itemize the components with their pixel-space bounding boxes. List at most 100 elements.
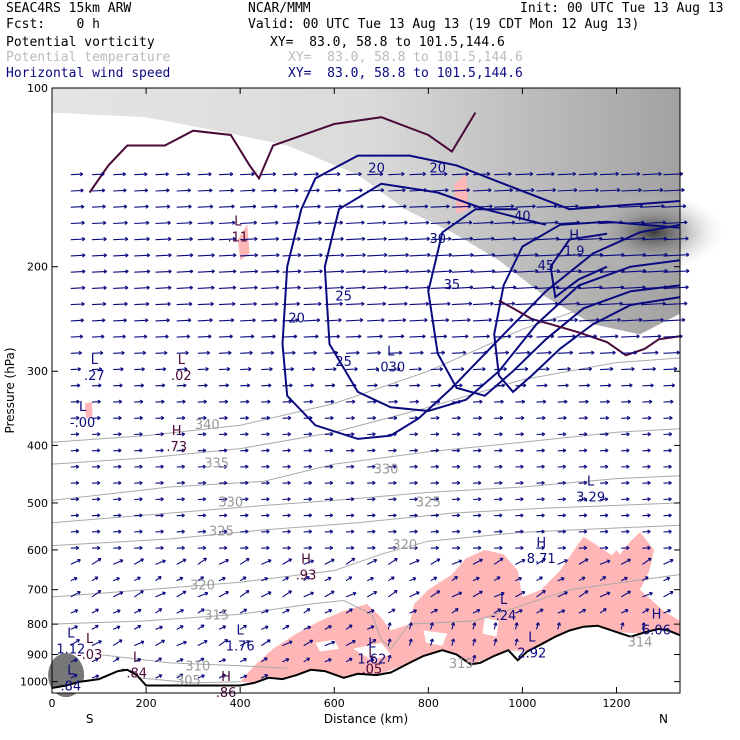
wind-vector-head [351, 557, 356, 562]
wind-vector-head [583, 464, 588, 469]
wind-vector-head [631, 366, 635, 372]
wind-vector-438 [345, 608, 353, 614]
wind-vector-shaft [282, 286, 301, 289]
wind-vector-head [253, 220, 258, 225]
wind-vector-head [441, 350, 446, 355]
wind-vector-282 [239, 624, 247, 630]
wind-vector-623 [472, 638, 477, 646]
wind-vector-41 [91, 318, 106, 323]
wind-vector-head [606, 559, 611, 564]
wind-vector-shaft [472, 270, 496, 273]
wind-vector-shaft [91, 590, 102, 598]
wind-vector-shaft [451, 352, 467, 354]
wind-vector-305 [261, 480, 270, 486]
wind-vector-head [541, 497, 545, 502]
wind-vector-626 [494, 188, 513, 193]
wind-vector-head [594, 171, 598, 177]
x-tick-label-5: 1000 [508, 697, 536, 710]
wind-vector-499 [387, 590, 398, 598]
wind-vector-714 [557, 171, 577, 177]
wind-vector-shaft [472, 352, 488, 354]
wind-vector-head [518, 576, 523, 581]
wind-vector-head [119, 591, 124, 596]
wind-vector-206 [197, 432, 207, 437]
wind-vector-head [160, 415, 165, 421]
wind-vector-head [287, 513, 291, 518]
wind-vector-shaft [112, 609, 121, 614]
wind-vector-shaft [218, 173, 233, 176]
wind-vector-297 [261, 350, 275, 355]
wind-vector-head [349, 608, 353, 613]
wind-vector-head [486, 171, 491, 177]
wind-vector-head [183, 640, 187, 645]
wind-vector-682 [515, 609, 523, 614]
wind-vector-shaft [218, 270, 237, 273]
wind-vector-38 [91, 269, 108, 274]
wind-vector-head [493, 622, 498, 626]
wind-vector-560 [430, 590, 441, 598]
wind-vector-head [372, 513, 376, 518]
wind-vector-shaft [261, 559, 272, 565]
wind-vector-shaft [515, 559, 526, 565]
wind-vector-head [168, 269, 172, 274]
wind-vector-head [604, 497, 609, 502]
wind-vector-head [95, 674, 100, 679]
wind-vector-740 [557, 591, 568, 598]
wind-vector-571 [451, 285, 474, 290]
wind-vector-shaft [282, 558, 292, 565]
pv-contour-1 [498, 299, 681, 357]
wind-vector-head [140, 383, 144, 388]
wind-vector-head [391, 608, 396, 613]
wind-vector-293 [261, 285, 280, 290]
wind-vector-shaft [367, 319, 385, 322]
wind-vector-head [424, 204, 429, 209]
wind-vector-head [641, 622, 646, 626]
wind-vector-shaft [409, 319, 428, 322]
wind-vector-424 [345, 383, 357, 388]
wind-vector-shaft [515, 270, 539, 273]
wind-vector-head [308, 464, 313, 469]
wind-vector-676 [515, 513, 524, 518]
wind-vector-head [448, 285, 452, 290]
wind-vector-shaft [324, 270, 345, 273]
wind-vector-shaft [240, 205, 256, 208]
wind-vector-shaft [578, 319, 600, 322]
wind-vector-shaft [239, 576, 247, 582]
wind-vector-head [245, 545, 249, 551]
wind-vector-476 [388, 220, 408, 225]
wind-vector-shaft [345, 640, 356, 647]
wind-vector-head [443, 334, 448, 339]
wind-vector-head [294, 172, 298, 177]
wind-vector-880 [663, 545, 672, 551]
wind-vector-shaft [197, 205, 213, 208]
wind-vector-128 [155, 204, 171, 209]
wind-vector-head [480, 383, 484, 388]
wind-vector-head [458, 559, 463, 564]
wind-vector-637 [494, 367, 507, 372]
wind-vector-head [308, 448, 313, 453]
wind-vector-shaft [451, 238, 473, 241]
wind-vector-88 [112, 559, 124, 565]
wind-vector-shaft [366, 625, 375, 630]
wind-vector-head [451, 622, 456, 626]
wind-vector-862 [663, 252, 690, 257]
wind-vector-shaft [91, 319, 106, 322]
wind-vector-head [636, 334, 640, 339]
wind-vector-796 [599, 576, 607, 582]
wind-vector-shaft [197, 335, 212, 338]
wind-vector-618 [472, 558, 483, 565]
extremum-kind-5: L [387, 345, 395, 360]
wind-vector-shaft [113, 352, 125, 354]
wind-vector-808 [621, 317, 643, 323]
wind-vector-shaft [472, 401, 483, 403]
wind-vector-544 [430, 334, 448, 339]
wind-vector-shaft [113, 319, 127, 322]
wind-vector-head [124, 236, 129, 242]
wind-vector-558 [430, 558, 441, 565]
wind-vector-head [427, 269, 431, 274]
wind-vector-517 [409, 383, 421, 388]
wind-vector-shaft [599, 352, 616, 354]
wind-vector-head [583, 529, 588, 534]
wind-vector-head [647, 557, 652, 562]
wind-vector-head [520, 480, 524, 486]
